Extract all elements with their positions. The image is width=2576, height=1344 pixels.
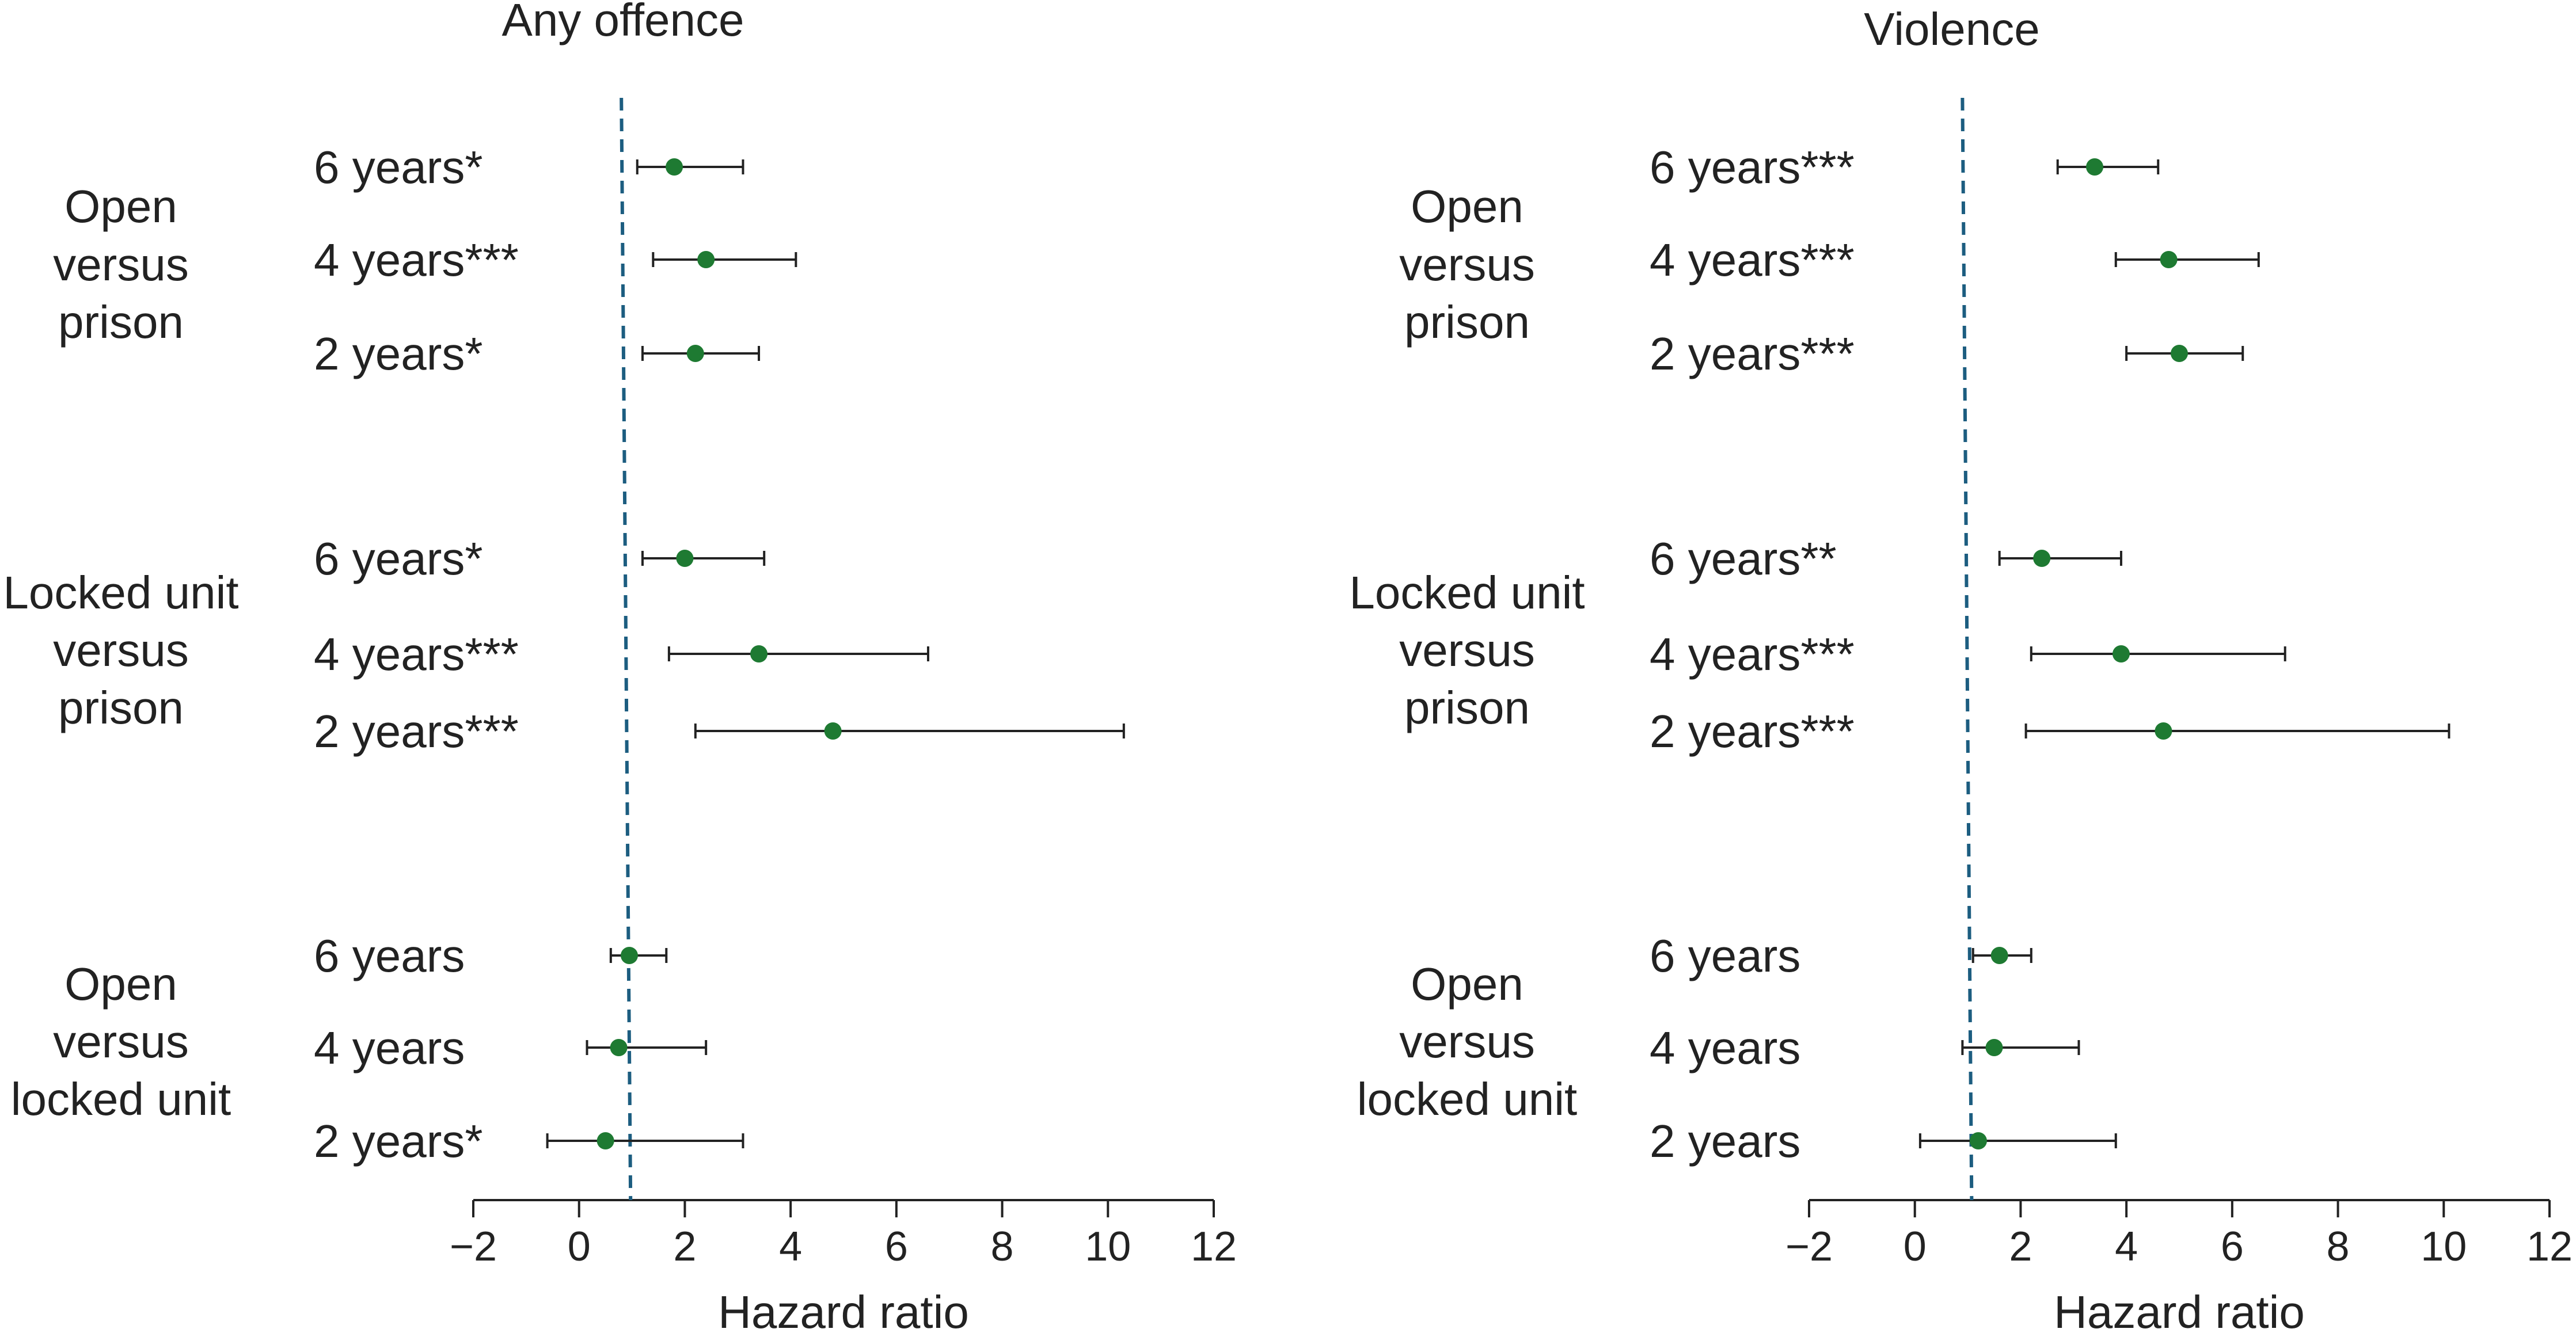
group-label: Open bbox=[1411, 958, 1523, 1010]
row-label: 2 years*** bbox=[1650, 706, 1855, 757]
estimate-point bbox=[2086, 158, 2104, 176]
estimate-point bbox=[2033, 550, 2051, 567]
row-label: 4 years*** bbox=[314, 234, 519, 285]
estimate-point bbox=[666, 158, 683, 176]
group-label: locked unit bbox=[1357, 1073, 1577, 1125]
estimate-point bbox=[2155, 722, 2172, 740]
x-tick-label: −2 bbox=[1785, 1224, 1833, 1270]
x-tick-label: 8 bbox=[2327, 1224, 2350, 1270]
estimate-point bbox=[1985, 1039, 2003, 1056]
group-label: prison bbox=[1404, 296, 1530, 348]
x-tick-label: 8 bbox=[991, 1224, 1014, 1270]
panel-any-offence: Any offence −2 0 2 4 6 8 10 12 Hazard ratio Open ve… bbox=[3, 0, 1237, 1338]
row-label: 6 years bbox=[314, 930, 465, 981]
x-tick-label: 4 bbox=[2115, 1224, 2138, 1270]
row-label: 4 years bbox=[1650, 1022, 1800, 1073]
x-axis-label: Hazard ratio bbox=[2054, 1286, 2305, 1338]
row-label: 4 years bbox=[314, 1022, 465, 1073]
row-label: 6 years* bbox=[314, 533, 482, 584]
x-tick-label: 12 bbox=[2526, 1224, 2573, 1270]
group-label: versus bbox=[1399, 625, 1535, 676]
group-label: prison bbox=[58, 682, 184, 733]
group-label: Open bbox=[64, 181, 177, 232]
group-label: locked unit bbox=[11, 1073, 231, 1125]
x-tick-label: 6 bbox=[885, 1224, 908, 1270]
group-label: prison bbox=[1404, 682, 1530, 733]
panel-title: Any offence bbox=[501, 0, 744, 45]
x-axis-label: Hazard ratio bbox=[718, 1286, 969, 1338]
panel-title: Violence bbox=[1864, 3, 2039, 55]
row-label: 4 years*** bbox=[314, 629, 519, 680]
estimate-point bbox=[610, 1039, 628, 1056]
reference-line bbox=[1961, 97, 1974, 1201]
group-label: versus bbox=[1399, 239, 1535, 290]
group-label: versus bbox=[53, 239, 189, 290]
group-label: Locked unit bbox=[3, 567, 238, 618]
estimate-point bbox=[2171, 345, 2188, 362]
row-label: 6 years** bbox=[1650, 533, 1837, 584]
x-tick-label: 12 bbox=[1191, 1224, 1237, 1270]
group-label: versus bbox=[1399, 1016, 1535, 1067]
row-label: 2 years*** bbox=[1650, 328, 1855, 379]
estimate-point bbox=[824, 722, 842, 740]
reference-line bbox=[620, 97, 633, 1201]
estimate-point bbox=[1969, 1132, 1987, 1149]
x-tick-label: 2 bbox=[2009, 1224, 2032, 1270]
group-label: Locked unit bbox=[1349, 567, 1585, 618]
estimate-point bbox=[620, 947, 638, 964]
x-tick-label: 0 bbox=[568, 1224, 591, 1270]
row-label: 4 years*** bbox=[1650, 629, 1855, 680]
estimate-point bbox=[2112, 645, 2130, 663]
row-label: 2 years bbox=[1650, 1115, 1800, 1167]
row-label: 6 years*** bbox=[1650, 142, 1855, 193]
estimate-point bbox=[676, 550, 694, 567]
estimate-point bbox=[686, 345, 704, 362]
x-tick-label: 10 bbox=[2421, 1224, 2467, 1270]
row-label: 6 years bbox=[1650, 930, 1800, 981]
x-tick-label: 0 bbox=[1903, 1224, 1927, 1270]
row-label: 6 years* bbox=[314, 142, 482, 193]
x-tick-label: 10 bbox=[1085, 1224, 1131, 1270]
estimate-point bbox=[697, 251, 715, 268]
estimate-point bbox=[1990, 947, 2008, 964]
x-tick-label: 6 bbox=[2221, 1224, 2244, 1270]
group-label: versus bbox=[53, 625, 189, 676]
row-label: 2 years*** bbox=[314, 706, 519, 757]
row-label: 2 years* bbox=[314, 1115, 482, 1167]
group-label: versus bbox=[53, 1016, 189, 1067]
group-label: prison bbox=[58, 296, 184, 348]
estimate-point bbox=[750, 645, 768, 663]
group-label: Open bbox=[64, 958, 177, 1010]
x-tick-label: 4 bbox=[779, 1224, 802, 1270]
row-label: 2 years* bbox=[314, 328, 482, 379]
panel-violence: Violence −2 0 2 4 6 8 10 12 Hazard ratio Open versu… bbox=[1349, 3, 2573, 1338]
x-tick-label: −2 bbox=[450, 1224, 497, 1270]
estimate-point bbox=[596, 1132, 614, 1149]
estimate-point bbox=[2160, 251, 2178, 268]
group-label: Open bbox=[1411, 181, 1523, 232]
row-label: 4 years*** bbox=[1650, 234, 1855, 285]
x-tick-label: 2 bbox=[673, 1224, 696, 1270]
